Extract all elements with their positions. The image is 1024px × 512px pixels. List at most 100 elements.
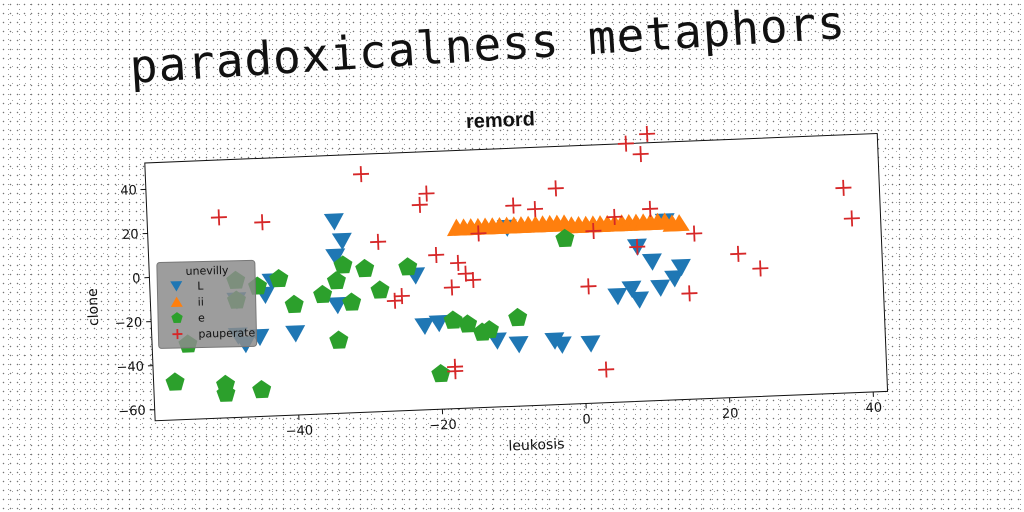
- point-pauperate: [457, 265, 474, 282]
- x-tick-label: 0: [582, 412, 591, 427]
- point-pauperate: [210, 209, 227, 226]
- point-pauperate: [686, 225, 703, 242]
- point-e: [508, 307, 528, 327]
- point-e: [479, 320, 499, 339]
- y-tick-label: −60: [118, 404, 146, 420]
- point-pauperate: [547, 180, 564, 197]
- point-pauperate: [580, 278, 597, 295]
- point-pauperate: [443, 279, 460, 296]
- point-e: [443, 310, 463, 329]
- point-ii: [669, 214, 690, 232]
- point-pauperate: [606, 208, 623, 225]
- point-pauperate: [752, 260, 769, 277]
- point-L: [650, 279, 671, 297]
- point-e: [326, 271, 346, 290]
- point-e: [555, 228, 575, 248]
- point-L: [508, 335, 529, 354]
- point-L: [285, 325, 306, 343]
- point-pauperate: [617, 135, 634, 152]
- point-pauperate: [681, 285, 698, 302]
- y-tick-label: 40: [120, 183, 137, 199]
- point-e: [355, 258, 375, 278]
- y-tick-label: −20: [115, 315, 143, 331]
- point-e: [398, 257, 418, 276]
- legend-label: e: [198, 311, 205, 324]
- plot-area: [144, 133, 889, 422]
- x-axis-label: leukosis: [508, 436, 565, 454]
- legend-marker-pauperate: [172, 329, 183, 340]
- point-pauperate: [843, 210, 860, 227]
- point-L: [331, 232, 352, 251]
- legend-label: ii: [198, 295, 204, 308]
- point-L: [621, 280, 642, 299]
- point-L: [428, 314, 449, 333]
- point-e: [458, 314, 478, 333]
- point-e: [313, 284, 333, 304]
- legend-marker-ii: [170, 296, 183, 308]
- point-L: [327, 296, 348, 315]
- y-axis-label: clone: [85, 288, 102, 326]
- legend-title: unevilly: [185, 264, 229, 278]
- y-axis-ticks: −60 −40 −20 0 20 40: [115, 183, 155, 420]
- legend-marker-L: [170, 281, 183, 292]
- point-e: [329, 330, 349, 349]
- point-pauperate: [730, 245, 747, 262]
- x-tick-label: 20: [722, 406, 739, 422]
- point-pauperate: [352, 166, 370, 183]
- point-e: [342, 292, 362, 311]
- point-L: [664, 270, 685, 288]
- point-pauperate: [370, 233, 387, 250]
- y-tick-label: 20: [122, 227, 139, 243]
- point-L: [323, 213, 344, 231]
- x-tick-label: −40: [285, 423, 313, 439]
- point-L: [580, 335, 601, 353]
- y-tick-label: 0: [132, 271, 141, 286]
- chart-title: remord: [466, 108, 536, 133]
- point-pauperate: [505, 197, 522, 214]
- point-pauperate: [254, 214, 271, 231]
- point-L: [670, 258, 691, 277]
- legend-box: [156, 259, 258, 349]
- point-pauperate: [465, 271, 482, 289]
- point-e: [269, 268, 289, 288]
- point-L: [551, 336, 572, 354]
- point-e: [165, 372, 185, 391]
- legend: unevilly Lii e pauperate: [156, 259, 258, 349]
- legend-label: L: [197, 279, 204, 292]
- data-points: [165, 125, 860, 402]
- point-pauperate: [629, 238, 646, 255]
- point-L: [629, 291, 650, 309]
- point-pauperate: [642, 200, 659, 217]
- point-pauperate: [447, 363, 464, 380]
- point-e: [431, 363, 451, 383]
- x-axis-ticks: −40 −20 0 20 40: [285, 391, 882, 440]
- point-e: [333, 255, 353, 274]
- x-tick-label: 40: [865, 401, 882, 417]
- point-e: [284, 294, 304, 314]
- point-e: [370, 280, 390, 299]
- point-pauperate: [428, 246, 445, 264]
- legend-label: pauperate: [198, 326, 255, 340]
- point-pauperate: [470, 225, 487, 242]
- y-tick-label: −40: [116, 360, 144, 376]
- point-pauperate: [835, 179, 852, 196]
- x-tick-label: −20: [429, 418, 457, 434]
- point-pauperate: [639, 125, 656, 142]
- point-pauperate: [386, 292, 403, 309]
- point-pauperate: [450, 254, 467, 271]
- point-pauperate: [418, 185, 435, 202]
- point-L: [325, 248, 346, 266]
- point-pauperate: [526, 201, 544, 218]
- point-pauperate: [393, 288, 410, 305]
- point-e: [216, 383, 236, 402]
- point-L: [414, 317, 435, 336]
- point-pauperate: [585, 222, 602, 240]
- point-pauperate: [598, 361, 615, 378]
- point-e: [252, 379, 272, 399]
- point-pauperate: [411, 196, 428, 213]
- point-L: [607, 287, 628, 306]
- point-pauperate: [632, 146, 649, 163]
- legend-marker-e: [171, 312, 183, 324]
- point-L: [641, 253, 662, 271]
